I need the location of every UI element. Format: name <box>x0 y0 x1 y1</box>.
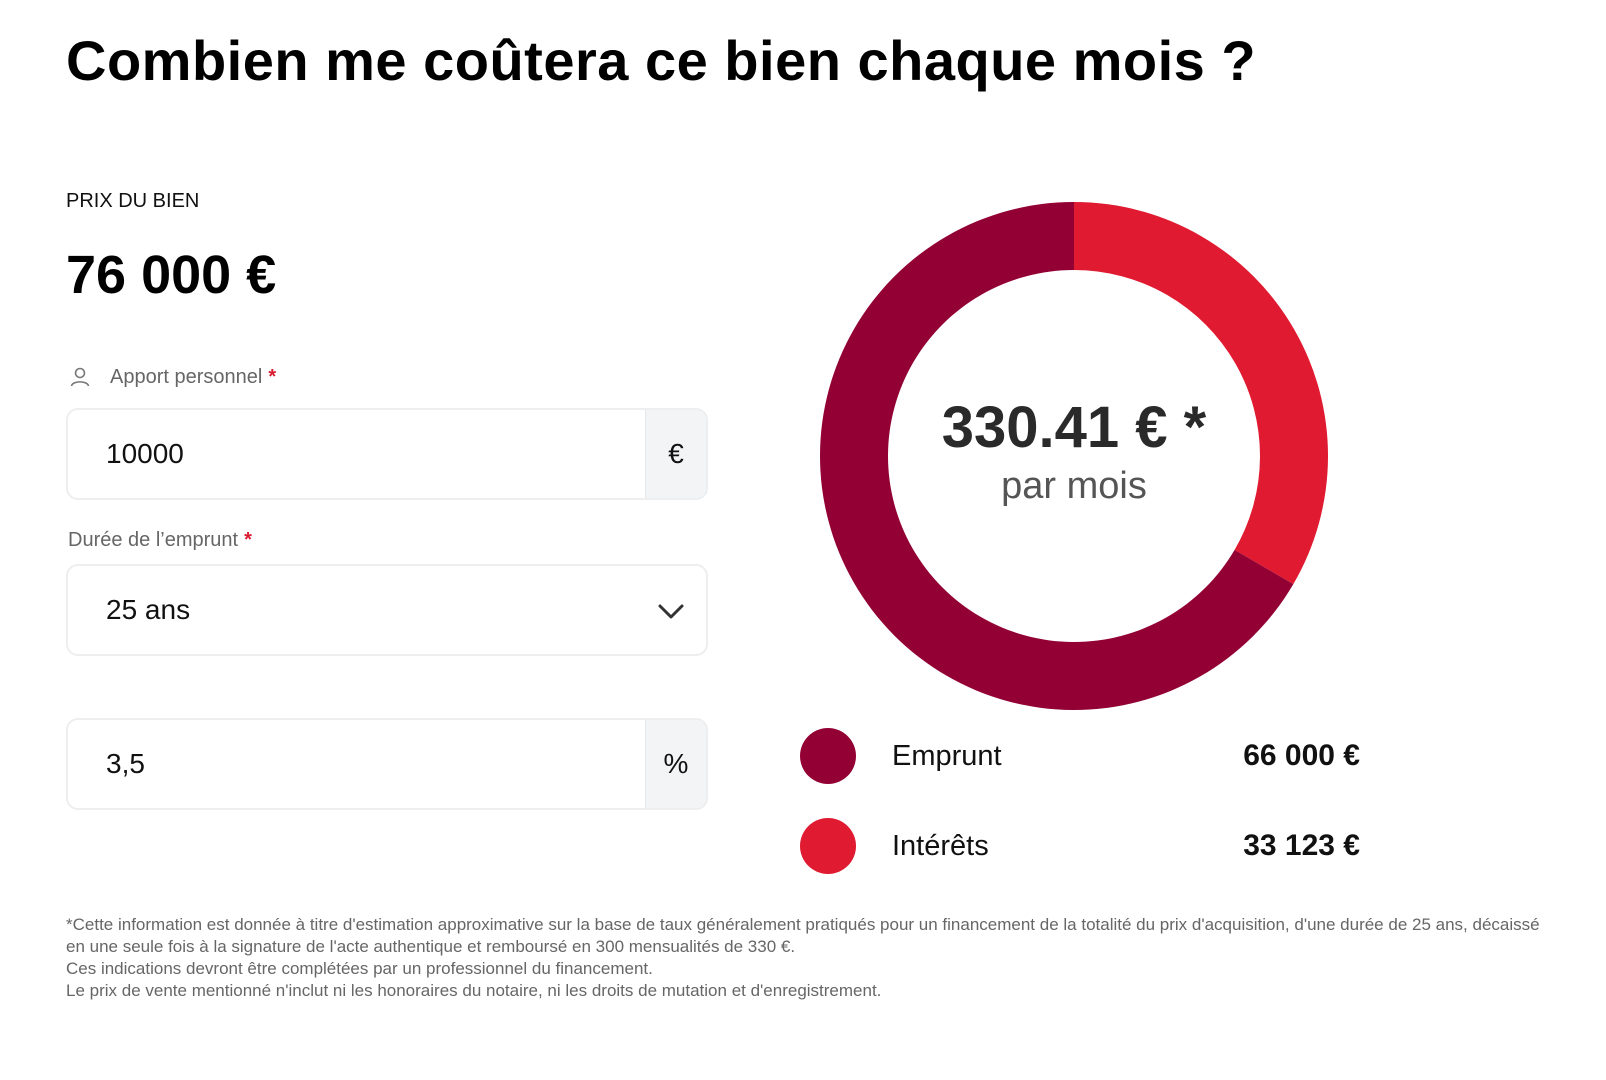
page-title: Combien me coûtera ce bien chaque mois ? <box>66 29 1257 92</box>
apport-input-value[interactable]: 10000 <box>106 438 184 469</box>
apport-label-row: Apport personnel * <box>68 365 276 389</box>
apport-unit: € <box>645 410 706 498</box>
legend-label: Emprunt <box>892 740 1002 772</box>
donut-slice-interets <box>1074 202 1328 585</box>
apport-field[interactable]: 10000 € <box>66 408 708 500</box>
taux-input-value[interactable]: 3,5 <box>106 748 145 779</box>
legend-dot-emprunt <box>800 728 856 784</box>
price-label: PRIX DU BIEN <box>66 190 200 212</box>
duree-selected-value: 25 ans <box>106 594 191 625</box>
price-value: 76 000 € <box>66 245 277 305</box>
disclaimer-line: Le prix de vente mentionné n'inclut ni l… <box>66 981 882 1000</box>
required-marker: * <box>268 365 277 388</box>
user-icon <box>70 367 90 387</box>
taux-field[interactable]: 3,5 % <box>66 718 708 810</box>
legend-amount: 66 000 € <box>1243 739 1360 772</box>
legend-amount: 33 123 € <box>1243 829 1360 862</box>
apport-label: Apport personnel <box>110 365 263 388</box>
duree-label-row: Durée de l’emprunt * <box>68 529 252 552</box>
legend-label: Intérêts <box>892 830 989 862</box>
loan-donut-chart <box>820 202 1328 710</box>
duree-select[interactable]: 25 ans <box>66 564 708 656</box>
legend-emprunt: Emprunt 66 000 € <box>800 728 1360 784</box>
disclaimer-line: *Cette information est donnée à titre d'… <box>66 915 1540 956</box>
chevron-down-icon[interactable] <box>656 596 686 626</box>
required-marker: * <box>244 529 252 551</box>
disclaimer-line: Ces indications devront être complétées … <box>66 959 653 978</box>
disclaimer: *Cette information est donnée à titre d'… <box>66 914 1546 1002</box>
legend-dot-interets <box>800 818 856 874</box>
taux-unit: % <box>645 720 706 808</box>
legend-interets: Intérêts 33 123 € <box>800 818 1360 874</box>
duree-label: Durée de l’emprunt <box>68 529 239 551</box>
